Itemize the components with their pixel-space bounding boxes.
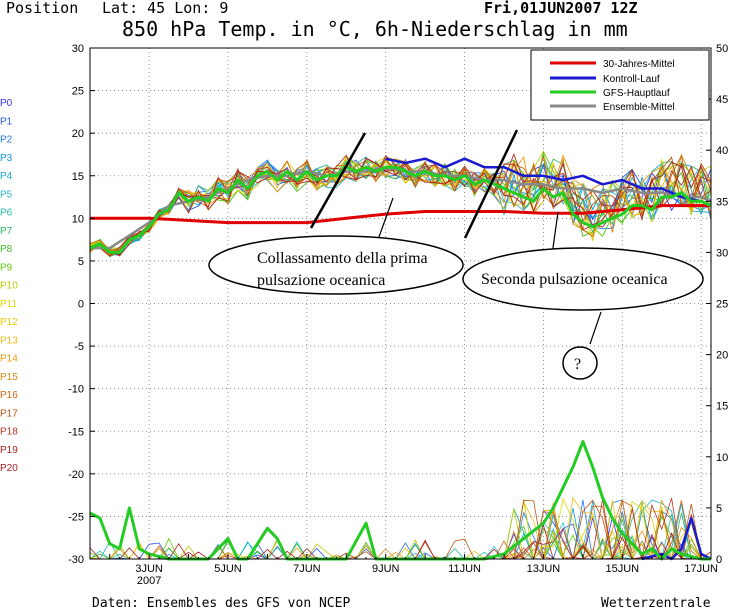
y-left-tick-label: 5 — [78, 256, 84, 268]
y-left-tick-label: -10 — [68, 384, 84, 396]
legend-label-gfs: GFS-Hauptlauf — [603, 88, 670, 99]
legend-label-kontroll: Kontroll-Lauf — [603, 74, 660, 85]
y-right-tick-label: 15 — [716, 401, 728, 413]
y-right-tick-label: 50 — [716, 43, 728, 55]
lat-lon-label: Lat: 45 Lon: 9 — [102, 0, 228, 17]
y-right-tick-label: 10 — [716, 452, 728, 464]
x-tick-label: 9JUN — [372, 563, 400, 575]
y-left-tick-label: 0 — [78, 299, 84, 311]
y-left-tick-label: 30 — [72, 43, 84, 55]
annotation-ellipse-question — [562, 346, 598, 380]
main-series — [89, 157, 712, 561]
annotation-first-line2: pulsazione oceanica — [257, 272, 385, 289]
series-gfs-hauptlauf — [89, 165, 712, 254]
member-label: P7 — [0, 226, 13, 237]
y-right-tick-label: 0 — [716, 554, 722, 566]
member-label: P4 — [0, 171, 13, 182]
annotation-stroke-2 — [463, 129, 519, 239]
x-tick-label: 7JUN — [293, 563, 321, 575]
member-label: P9 — [0, 262, 13, 273]
axis-ticks: 302520151050-5-10-15-20-25-3050454035302… — [68, 43, 728, 587]
member-label: P17 — [0, 408, 18, 419]
member-label: P15 — [0, 372, 18, 383]
annotation-pointer-2 — [551, 211, 559, 256]
series-kontroll-niederschlag — [641, 516, 712, 561]
y-left-tick-label: -20 — [68, 469, 84, 481]
series-kontroll-lauf — [385, 157, 712, 207]
member-label: P1 — [0, 116, 13, 127]
member-label: P3 — [0, 153, 13, 164]
series-30-jahres-mittel — [90, 204, 711, 225]
y-left-tick-label: 20 — [72, 128, 84, 140]
y-right-tick-label: 25 — [716, 299, 728, 311]
y-left-tick-label: 15 — [72, 171, 84, 183]
x-tick-sublabel: 2007 — [137, 575, 161, 587]
legend: 30-Jahres-Mittel Kontroll-Lauf GFS-Haupt… — [530, 49, 710, 121]
member-label: P19 — [0, 445, 18, 456]
member-label: P16 — [0, 390, 18, 401]
annotation-question: ? — [574, 356, 581, 373]
annotations: Collassamento della prima pulsazione oce… — [208, 129, 704, 380]
x-tick-label: 11JUN — [448, 563, 481, 575]
y-left-tick-label: -30 — [68, 554, 84, 566]
x-tick-label: 17JUN — [684, 563, 718, 575]
y-left-tick-label: -15 — [68, 426, 84, 438]
y-right-tick-label: 40 — [716, 145, 728, 157]
annotation-pointer-3 — [589, 311, 602, 345]
x-tick-label: 5JUN — [214, 563, 242, 575]
member-label: P14 — [0, 354, 18, 365]
ensemble-member-line — [89, 159, 712, 252]
y-right-tick-label: 35 — [716, 196, 728, 208]
member-label: P12 — [0, 317, 18, 328]
annotation-ellipse-second — [462, 247, 704, 311]
annotation-second: Seconda pulsazione oceanica — [481, 271, 668, 288]
y-left-tick-label: 25 — [72, 86, 84, 98]
x-tick-label: 13JUN — [527, 563, 561, 575]
y-left-tick-label: 10 — [72, 213, 84, 225]
run-date-label: Fri,01JUN2007 12Z — [484, 0, 638, 17]
member-label: P5 — [0, 189, 13, 200]
member-label: P13 — [0, 335, 18, 346]
member-label: P18 — [0, 427, 18, 438]
x-tick-label: 3JUN — [135, 563, 163, 575]
chart-title: 850 hPa Temp. in °C, 6h-Niederschlag in … — [122, 17, 628, 41]
member-label: P8 — [0, 244, 13, 255]
brand-label: Wetterzentrale — [601, 596, 711, 609]
y-right-tick-label: 45 — [716, 94, 728, 106]
data-source-label: Daten: Ensembles des GFS von NCEP — [92, 596, 350, 609]
member-label: P2 — [0, 135, 13, 146]
member-label: P10 — [0, 281, 18, 292]
y-left-tick-label: -5 — [74, 341, 84, 353]
member-label: P11 — [0, 299, 17, 310]
legend-label-ensmittel: Ensemble-Mittel — [603, 102, 675, 113]
annotation-first-line1: Collassamento della prima — [257, 250, 428, 267]
y-right-tick-label: 30 — [716, 247, 728, 259]
legend-label-mittel: 30-Jahres-Mittel — [603, 59, 675, 70]
member-label: P0 — [0, 98, 13, 109]
x-tick-label: 15JUN — [605, 563, 639, 575]
member-labels: P0 P1 P2 P3 P4 P5 P6 P7 P8 P9 P10 P11 P12 P13 P14 P15 P1… — [0, 98, 18, 474]
member-label: P20 — [0, 463, 18, 474]
y-right-tick-label: 5 — [716, 503, 722, 515]
y-left-tick-label: -25 — [68, 511, 84, 523]
annotation-ellipse-first — [208, 235, 464, 295]
y-right-tick-label: 20 — [716, 350, 728, 362]
position-label: Position — [6, 0, 78, 17]
annotation-stroke-1 — [309, 132, 367, 229]
member-label: P6 — [0, 208, 13, 219]
